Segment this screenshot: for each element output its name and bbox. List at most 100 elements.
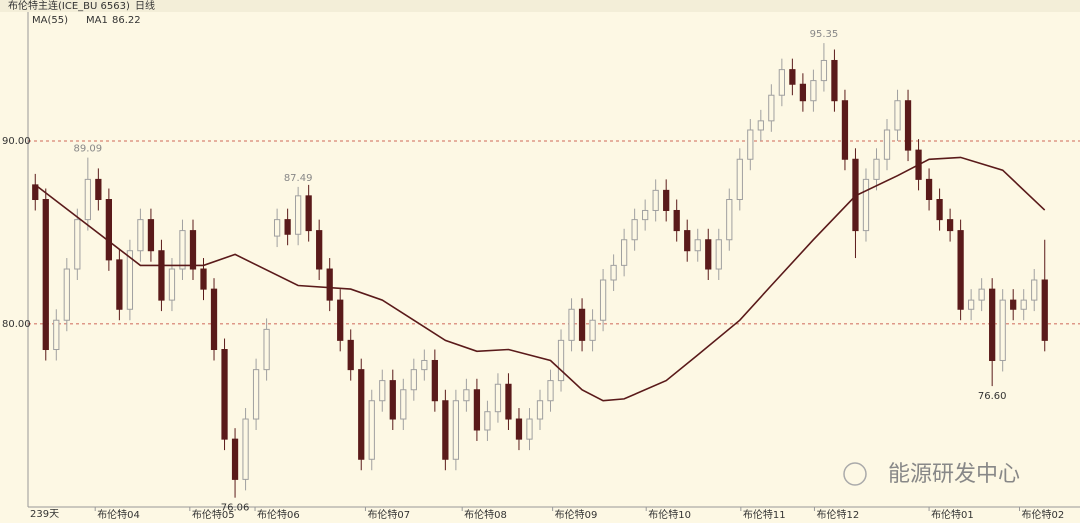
candle-body [231,438,239,480]
candle-body [589,319,596,341]
candle-body [105,199,112,261]
candle-body [316,230,323,270]
candle-body [368,400,375,460]
candle-body [599,279,607,321]
candle-body [452,400,460,460]
candle-body [610,264,617,281]
candle-body [747,129,754,160]
candle-body [705,239,712,270]
candle-body [999,299,1006,361]
candle-body [63,268,70,321]
candle-body [799,83,807,102]
candle-body [221,349,228,440]
legend-value: 86.22 [112,15,141,26]
watermark: 能源研发中心 [888,462,1020,487]
candle-body [273,219,281,237]
candle-body [547,380,554,402]
candle-body [494,383,502,413]
candle-body [1010,299,1017,310]
candle-body [873,158,880,180]
candle-body [168,268,176,301]
candle-body [736,158,743,201]
chart-title: 布伦特主连(ICE_BU 6563) [8,0,130,12]
candle-body [936,199,943,221]
candle-body [820,59,828,82]
indicator-name[interactable]: MA(55) [32,15,68,26]
x-tick-label: 布伦特06 [257,508,300,521]
candle-body [179,230,186,270]
price-annotation: 76.60 [978,391,1007,402]
candle-body [768,94,775,122]
candle-body [147,219,155,252]
candle-body [978,288,985,301]
ma-line [34,156,1046,402]
x-tick-label: 布伦特07 [367,508,410,521]
candle-body [295,195,302,235]
candle-body [473,389,481,431]
candle-body [379,380,386,402]
candle-body [778,69,785,96]
candle-body [694,239,701,252]
candle-body [484,411,491,431]
candle-body [400,389,407,420]
candle-body [715,239,722,270]
candle-body [620,239,628,266]
x-tick-label: 布伦特05 [192,508,235,521]
candle-body [946,219,954,232]
candle-body [1041,279,1048,341]
candle-body [883,129,891,160]
candle-body [568,308,575,341]
candle-body [421,359,428,371]
candle-body [505,383,512,420]
bar-count: 239天 [30,509,59,520]
candle-body [347,339,354,371]
candle-body [32,184,39,201]
candle-body [84,178,91,221]
header-bar [0,0,1080,12]
candle-body [684,230,691,252]
candle-body [663,189,670,211]
candle-body [326,268,333,301]
candle-body [358,369,365,460]
price-annotation: 89.09 [74,144,103,155]
legend-name: MA1 [86,15,108,26]
candle-body [862,178,870,232]
y-tick-label: 80.00 [2,319,31,330]
candle-body [894,100,901,131]
candle-body [642,209,649,221]
period-selector[interactable]: 日线 [135,0,155,12]
x-tick-label: 布伦特10 [648,508,691,521]
candle-body [652,189,659,211]
candle-body [904,100,912,151]
candle-body [158,250,165,301]
candle-body [673,209,680,232]
candle-body [242,418,249,480]
x-tick-label: 布伦特08 [464,508,507,521]
candle-body [557,339,565,382]
candle-body [1031,279,1038,301]
x-tick-label: 布伦特12 [816,508,859,521]
candle-body [757,120,764,131]
candle-body [831,59,838,102]
candle-body [252,369,260,420]
x-tick-label: 布伦特11 [743,508,786,521]
candle-body [284,219,291,235]
candle-body [526,418,533,440]
candle-body [989,288,996,361]
x-tick-label: 布伦特09 [555,508,598,521]
candle-body [726,199,733,241]
candle-body [116,259,123,310]
price-annotation: 95.35 [810,29,839,40]
candle-body [442,400,449,460]
price-annotation: 87.49 [284,173,313,184]
candle-body [536,400,544,420]
candle-body [925,178,933,201]
price-annotation: 76.06 [221,503,250,514]
x-tick-label: 布伦特01 [931,508,974,521]
candle-body [53,319,60,351]
candle-body [305,195,312,232]
y-tick-label: 90.00 [2,136,31,147]
candle-body [210,288,218,351]
candle-body [189,230,197,270]
